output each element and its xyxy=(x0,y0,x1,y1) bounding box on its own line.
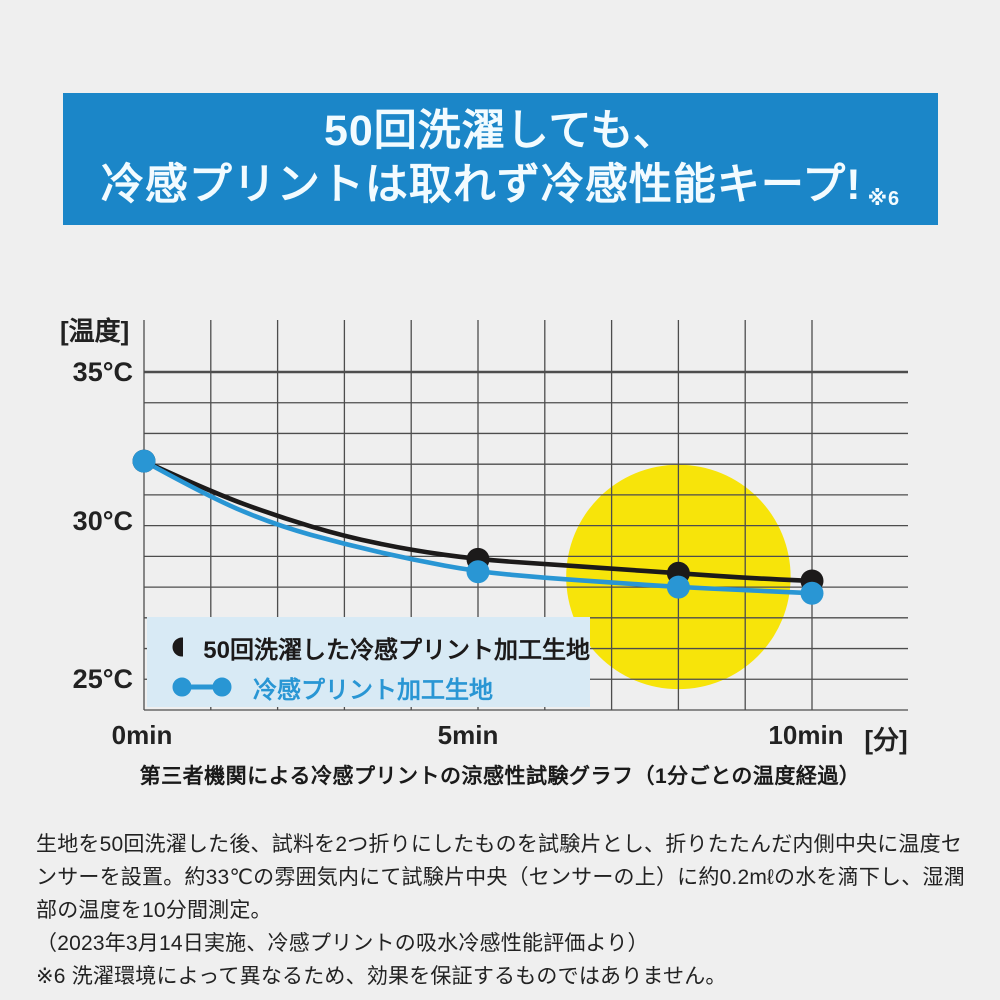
source-note: （2023年3月14日実施、冷感プリントの吸水冷感性能評価より） xyxy=(36,932,649,955)
data-point-series1-8min xyxy=(666,575,690,599)
description-line-3: 部の温度を10分間測定。 xyxy=(36,899,272,922)
data-point-series1-0min xyxy=(132,449,156,473)
description-line-2: ンサーを設置。約33℃の雰囲気内にて試験片中央（センサーの上）に約0.2mℓの水… xyxy=(36,866,965,889)
description-text: 生地を50回洗濯した後、試料を2つ折りにしたものを試験片とし、折りたたんだ内側中… xyxy=(36,828,971,993)
x-tick-5min: 5min xyxy=(437,720,499,750)
y-tick-25: 25°C xyxy=(72,664,133,694)
legend-label-washed: 50回洗濯した冷感プリント加工生地 xyxy=(203,636,590,664)
data-point-series1-10min xyxy=(800,581,824,605)
legend-item-washed: 50回洗濯した冷感プリント加工生地 xyxy=(171,627,590,667)
footnote-6: ※6 洗濯環境によって異なるため、効果を保証するものではありません。 xyxy=(36,965,727,988)
x-tick-0min: 0min xyxy=(111,720,173,750)
legend-marker-washed xyxy=(172,637,184,657)
headline-line2-text: 冷感プリントは取れず冷感性能キープ! xyxy=(100,160,862,209)
headline-line1: 50回洗濯しても、 xyxy=(323,107,678,156)
headline-banner: 50回洗濯しても、 冷感プリントは取れず冷感性能キープ! ※6 xyxy=(63,93,938,225)
data-point-series1-5min xyxy=(466,560,490,584)
x-tick-10min: 10min xyxy=(768,720,844,750)
description-line-1: 生地を50回洗濯した後、試料を2つ折りにしたものを試験片とし、折りたたんだ内側中… xyxy=(36,833,963,856)
chart-caption: 第三者機関による冷感プリントの涼感性試験グラフ（1分ごとの温度経過） xyxy=(139,765,861,788)
y-tick-30: 30°C xyxy=(72,506,133,536)
y-axis-unit-label: [温度] xyxy=(60,316,130,346)
headline-line2: 冷感プリントは取れず冷感性能キープ! ※6 xyxy=(101,161,900,211)
footnote-reference: ※6 xyxy=(867,187,901,210)
x-axis-unit-label: [分] xyxy=(864,725,908,755)
legend-label-plain: 冷感プリント加工生地 xyxy=(253,676,493,704)
legend-item-plain: 冷感プリント加工生地 xyxy=(171,667,590,707)
y-tick-35: 35°C xyxy=(72,357,133,387)
chart-legend: 50回洗濯した冷感プリント加工生地 冷感プリント加工生地 xyxy=(147,617,590,707)
legend-marker-plain xyxy=(172,677,232,697)
